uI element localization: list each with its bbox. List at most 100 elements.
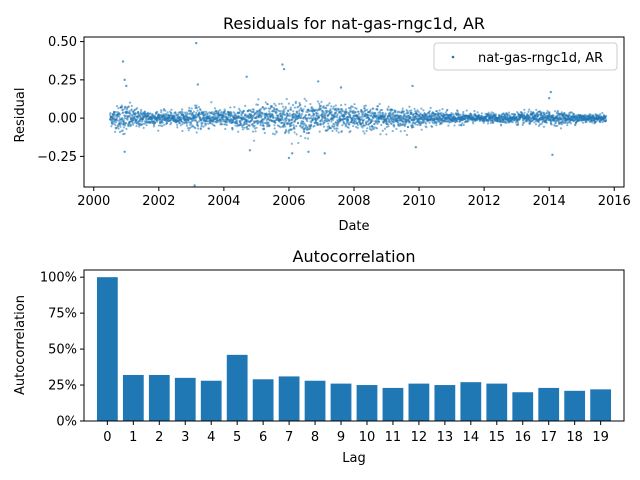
residual-point	[217, 110, 220, 113]
residual-point	[523, 108, 526, 111]
autocorrelation-bar	[278, 376, 300, 421]
residual-point	[165, 114, 168, 117]
residual-point	[283, 122, 286, 126]
residual-point	[400, 114, 403, 117]
residual-point	[156, 110, 159, 113]
residual-point	[319, 122, 323, 125]
residual-point	[129, 112, 132, 115]
residual-point	[521, 112, 524, 115]
residual-point	[345, 112, 348, 116]
residual-point	[190, 122, 193, 125]
residual-point	[361, 121, 364, 124]
residual-point	[554, 121, 557, 124]
residual-point	[233, 112, 237, 115]
residual-point	[374, 112, 377, 115]
residual-point	[235, 119, 239, 123]
residual-outlier-point	[290, 152, 294, 155]
residual-point	[592, 114, 595, 117]
residual-point	[318, 102, 321, 105]
residual-point	[122, 108, 125, 111]
residual-outlier-point	[323, 152, 326, 155]
residual-point	[384, 112, 387, 115]
residual-point	[318, 130, 321, 133]
residual-point	[149, 112, 152, 115]
residual-point	[263, 131, 266, 135]
residual-point	[114, 130, 117, 133]
residual-point	[281, 115, 284, 119]
autocorrelation-x-tick-label: 18	[566, 430, 583, 445]
residual-point	[252, 110, 255, 113]
autocorrelation-bar	[226, 354, 248, 421]
residual-point	[338, 116, 342, 119]
residual-point	[438, 120, 441, 123]
residual-point	[550, 123, 553, 126]
residual-point	[304, 136, 307, 140]
residual-point	[299, 107, 303, 110]
residual-point	[290, 142, 293, 145]
residual-point	[115, 119, 119, 122]
residual-point	[271, 113, 274, 116]
residual-point	[159, 109, 163, 112]
residual-chart-title: Residuals for nat-gas-rngc1d, AR	[223, 14, 485, 33]
residual-point	[545, 111, 548, 115]
residual-point	[279, 109, 282, 113]
residual-point	[558, 115, 562, 118]
residual-point	[375, 127, 379, 130]
residual-point	[273, 102, 276, 105]
residual-point	[330, 120, 333, 123]
residual-point	[556, 109, 560, 113]
residual-outlier-point	[549, 90, 553, 94]
residual-point	[461, 122, 464, 125]
residual-point	[287, 114, 290, 117]
autocorrelation-x-tick-label: 17	[540, 430, 557, 445]
residual-point	[190, 107, 193, 110]
autocorrelation-x-tick-label: 15	[489, 430, 506, 445]
residual-point	[275, 131, 278, 134]
residual-point	[302, 120, 305, 123]
residual-point	[224, 127, 227, 131]
residual-point	[243, 126, 246, 129]
residual-point	[408, 114, 411, 117]
residual-x-tick-label: 2012	[468, 194, 501, 209]
residual-outlier-point	[411, 84, 414, 88]
residual-point	[537, 124, 541, 127]
residual-y-tick-label: −0.25	[37, 150, 77, 165]
residual-point	[170, 108, 173, 111]
residual-point	[462, 123, 465, 127]
residual-point	[152, 125, 155, 128]
residual-point	[110, 125, 113, 128]
residual-point	[408, 105, 411, 108]
autocorrelation-bar	[356, 385, 378, 421]
residual-point	[440, 112, 443, 115]
residual-point	[482, 121, 485, 124]
residual-point	[224, 113, 227, 116]
residual-point	[260, 107, 263, 110]
residual-point	[341, 124, 344, 127]
residual-point	[109, 112, 112, 115]
residual-point	[363, 132, 366, 135]
residual-point	[245, 125, 249, 128]
residual-point	[334, 111, 338, 114]
residual-outlier-point	[121, 60, 125, 63]
residual-point	[123, 107, 126, 110]
residual-outlier-point	[414, 146, 418, 149]
residual-point	[126, 118, 129, 121]
residual-point	[303, 130, 306, 133]
residual-point	[354, 120, 358, 123]
residual-point	[487, 111, 490, 114]
residual-point	[123, 117, 126, 120]
residual-point	[297, 141, 300, 145]
residual-point	[365, 129, 368, 133]
residual-point	[213, 110, 216, 114]
residual-point	[241, 111, 244, 115]
residual-point	[316, 100, 320, 103]
residual-outlier-point	[196, 83, 200, 86]
residual-point	[359, 115, 362, 118]
autocorrelation-x-tick-label: 16	[514, 430, 531, 445]
residual-point	[410, 109, 413, 112]
residual-point	[157, 129, 160, 132]
residual-point	[274, 104, 277, 107]
residual-point	[344, 103, 347, 106]
residual-point	[302, 108, 305, 111]
residual-point	[201, 121, 204, 125]
